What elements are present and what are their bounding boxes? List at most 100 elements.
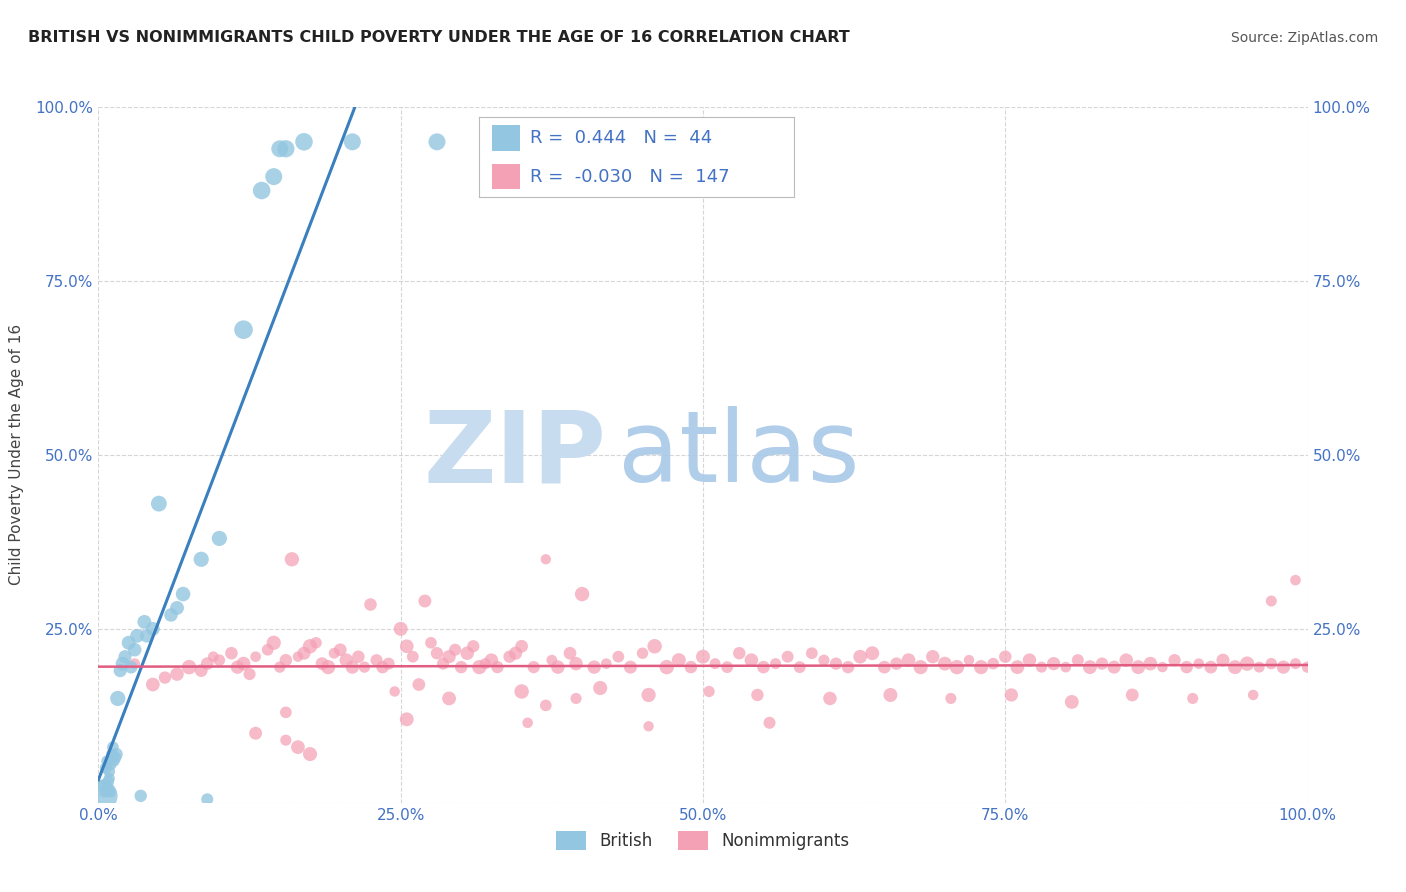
Point (299, 639, 322, 653)
Point (1115, 653, 1137, 667)
Point (728, 646, 751, 660)
Point (232, 323, 254, 337)
Point (704, 657, 727, 671)
Point (540, 653, 562, 667)
Point (91, 789, 114, 803)
Point (101, 740, 124, 755)
Point (994, 649, 1017, 664)
Point (456, 646, 478, 660)
Point (160, 607, 183, 622)
Point (607, 649, 630, 664)
Point (849, 649, 872, 664)
Point (571, 587, 593, 601)
Point (619, 660, 641, 674)
Point (873, 660, 896, 674)
Point (311, 657, 333, 671)
Point (970, 660, 993, 674)
Point (432, 657, 454, 671)
Point (274, 653, 297, 667)
Point (263, 169, 285, 184)
Point (1199, 660, 1222, 674)
Point (245, 726, 267, 740)
Text: ZIP: ZIP (423, 407, 606, 503)
Point (287, 740, 309, 755)
Point (1042, 657, 1064, 671)
Point (190, 664, 212, 678)
Point (103, 754, 125, 768)
Point (450, 660, 472, 674)
Point (124, 657, 146, 671)
Point (1249, 660, 1271, 674)
Point (250, 184, 273, 198)
Y-axis label: Child Poverty Under the Age of 16: Child Poverty Under the Age of 16 (10, 325, 24, 585)
Point (765, 657, 787, 671)
Point (208, 532, 231, 546)
Point (1188, 657, 1211, 671)
Point (426, 135, 449, 149)
Point (1060, 695, 1083, 709)
Point (239, 667, 262, 681)
Point (934, 657, 956, 671)
Point (510, 639, 533, 653)
Point (1284, 573, 1306, 587)
Point (481, 653, 503, 667)
Point (287, 649, 309, 664)
Point (195, 657, 218, 671)
Point (1241, 688, 1264, 702)
Point (371, 660, 394, 674)
Point (644, 639, 666, 653)
Point (353, 660, 375, 674)
Point (111, 657, 134, 671)
Point (1102, 660, 1125, 674)
Point (166, 601, 188, 615)
Point (679, 660, 702, 674)
Point (1067, 653, 1090, 667)
Point (104, 750, 127, 764)
Point (413, 594, 436, 608)
Point (208, 653, 231, 667)
Point (758, 715, 780, 730)
Point (747, 688, 769, 702)
Point (595, 657, 617, 671)
Point (510, 684, 533, 698)
Point (1000, 688, 1022, 702)
Point (232, 657, 254, 671)
Point (558, 646, 581, 660)
Point (299, 747, 322, 761)
Point (100, 757, 122, 772)
Point (420, 636, 443, 650)
Point (939, 691, 962, 706)
Point (142, 622, 165, 636)
Point (921, 649, 943, 664)
Point (118, 636, 141, 650)
Text: atlas: atlas (619, 407, 860, 503)
Point (426, 646, 449, 660)
Point (897, 653, 920, 667)
Point (692, 649, 714, 664)
Point (910, 660, 932, 674)
Point (93, 785, 115, 799)
Point (96, 754, 118, 768)
Point (468, 660, 491, 674)
Point (800, 646, 823, 660)
Point (565, 657, 588, 671)
Point (395, 712, 418, 726)
Point (1139, 657, 1161, 671)
Point (329, 642, 352, 657)
Point (1128, 660, 1150, 674)
Point (97, 775, 120, 789)
Point (274, 733, 297, 747)
Point (360, 598, 382, 612)
Point (631, 646, 654, 660)
Point (1018, 653, 1040, 667)
Point (697, 684, 720, 698)
Point (879, 688, 901, 702)
Point (1091, 657, 1114, 671)
Point (245, 649, 267, 664)
Point (292, 646, 315, 660)
Point (94, 761, 117, 775)
Point (274, 142, 297, 156)
Point (129, 789, 152, 803)
Point (98, 764, 121, 779)
Point (776, 649, 799, 664)
